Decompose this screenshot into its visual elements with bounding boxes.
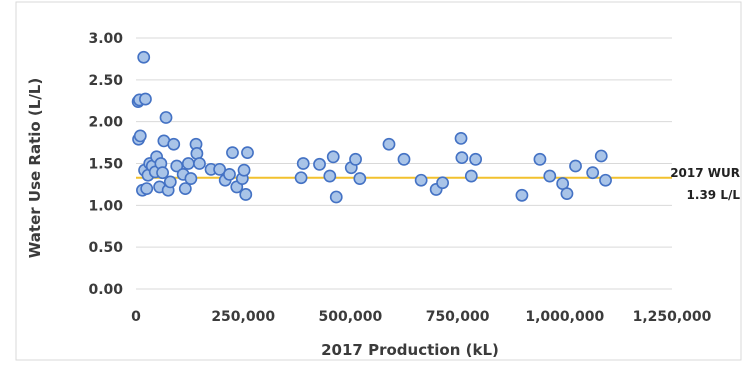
data-point xyxy=(436,176,449,190)
y-axis-title: Water Use Ratio (L/L) xyxy=(26,78,44,258)
data-point xyxy=(464,169,478,183)
y-tick-label: 2.50 xyxy=(88,73,123,89)
data-points xyxy=(131,50,612,204)
x-tick-label: 500,000 xyxy=(319,309,383,325)
data-point xyxy=(296,157,310,170)
data-point xyxy=(178,182,192,195)
data-point xyxy=(397,152,411,166)
y-tick-label: 3.00 xyxy=(88,31,123,47)
y-tick-label: 2.00 xyxy=(88,115,123,131)
gridlines xyxy=(136,37,672,290)
data-point xyxy=(241,146,254,160)
x-axis-title: 2017 Production (kL) xyxy=(321,341,499,359)
data-point xyxy=(213,162,227,176)
data-point xyxy=(599,173,612,187)
data-point xyxy=(569,159,582,173)
data-point xyxy=(223,167,236,181)
y-tick-label: 0.00 xyxy=(88,282,123,298)
data-point xyxy=(382,137,396,151)
x-tick-label: 750,000 xyxy=(426,309,490,325)
data-point xyxy=(326,150,340,164)
data-point xyxy=(294,171,308,185)
data-point xyxy=(414,173,428,187)
y-tick-label: 1.00 xyxy=(88,198,123,214)
data-point xyxy=(329,190,343,204)
data-point xyxy=(560,187,574,201)
y-tick-label: 1.50 xyxy=(88,157,123,173)
data-point xyxy=(313,157,326,171)
data-point xyxy=(515,188,529,202)
x-axis-ticks: 0 250,000 500,000 750,000 1,000,000 1,250,000 xyxy=(131,309,712,325)
data-point xyxy=(353,172,367,185)
data-point xyxy=(139,92,152,106)
data-point xyxy=(170,159,184,173)
data-point xyxy=(533,152,547,166)
y-tick-label: 0.50 xyxy=(88,240,123,256)
x-tick-label: 1,250,000 xyxy=(633,309,712,325)
data-point xyxy=(181,157,195,170)
x-tick-label: 0 xyxy=(131,309,141,325)
data-point xyxy=(137,50,151,64)
data-point xyxy=(163,175,177,189)
data-point xyxy=(159,111,173,124)
data-point xyxy=(469,152,483,166)
annotation-line-2: 1.39 L/L xyxy=(687,188,741,202)
y-axis-ticks: 0.00 0.50 1.00 1.50 2.00 2.50 3.00 xyxy=(88,31,123,298)
data-point xyxy=(586,166,600,180)
data-point xyxy=(543,169,557,183)
data-point xyxy=(167,137,181,151)
data-point xyxy=(594,149,608,163)
data-point xyxy=(133,129,147,143)
data-point xyxy=(237,163,251,177)
data-point xyxy=(349,152,362,166)
annotation-line-1: 2017 WUR xyxy=(670,166,740,180)
data-point xyxy=(454,131,468,145)
chart-area-border xyxy=(15,1,742,361)
data-point xyxy=(184,172,198,185)
data-point xyxy=(455,151,469,165)
data-point xyxy=(193,157,206,170)
data-point xyxy=(156,166,169,180)
data-point xyxy=(323,169,337,183)
x-tick-label: 1,000,000 xyxy=(525,309,604,325)
x-tick-label: 250,000 xyxy=(211,309,275,325)
data-point xyxy=(140,182,154,195)
data-point xyxy=(239,188,253,201)
data-point xyxy=(226,146,239,160)
